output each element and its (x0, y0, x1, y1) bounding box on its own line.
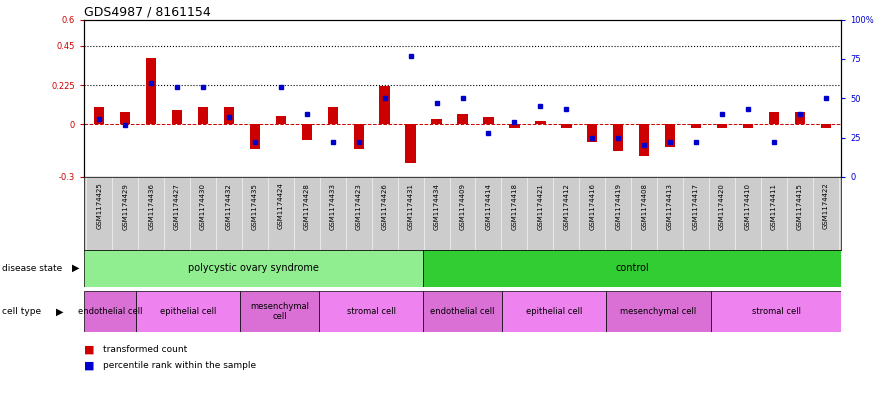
Bar (606, 291, 711, 332)
Bar (424, 250, 841, 287)
Text: GSM1174420: GSM1174420 (719, 183, 725, 230)
Text: GSM1174408: GSM1174408 (641, 183, 648, 230)
Text: GSM1174422: GSM1174422 (823, 183, 829, 230)
Text: GSM1174434: GSM1174434 (433, 183, 440, 230)
Bar (639, 125, 649, 156)
Text: cell type: cell type (2, 307, 41, 316)
Bar (769, 112, 779, 125)
Text: GSM1174421: GSM1174421 (537, 183, 544, 230)
Text: control: control (616, 263, 649, 273)
Text: stromal cell: stromal cell (751, 307, 801, 316)
Bar (457, 114, 468, 125)
Bar (328, 107, 338, 125)
Text: GSM1174428: GSM1174428 (304, 183, 310, 230)
Text: GSM1174427: GSM1174427 (174, 183, 180, 230)
Bar (84, 250, 424, 287)
Text: disease state: disease state (2, 264, 62, 273)
Bar (561, 125, 572, 128)
Text: GSM1174414: GSM1174414 (485, 183, 492, 230)
Text: GSM1174433: GSM1174433 (329, 183, 336, 230)
Bar (241, 291, 319, 332)
Bar (380, 86, 390, 125)
Text: ■: ■ (84, 360, 94, 371)
Bar (501, 291, 606, 332)
Text: GSM1174419: GSM1174419 (615, 183, 621, 230)
Bar (276, 116, 286, 125)
Text: endothelial cell: endothelial cell (78, 307, 142, 316)
Bar (665, 125, 676, 147)
Bar (820, 125, 831, 128)
Text: stromal cell: stromal cell (346, 307, 396, 316)
Bar (535, 121, 545, 125)
Bar (94, 107, 105, 125)
Text: GSM1174411: GSM1174411 (771, 183, 777, 230)
Text: GSM1174425: GSM1174425 (96, 183, 102, 230)
Text: GDS4987 / 8161154: GDS4987 / 8161154 (84, 6, 211, 18)
Bar (717, 125, 727, 128)
Bar (587, 125, 597, 142)
Bar (795, 112, 805, 125)
Bar (484, 118, 493, 125)
Text: ▶: ▶ (56, 307, 63, 316)
Text: GSM1174436: GSM1174436 (148, 183, 154, 230)
Text: GSM1174424: GSM1174424 (278, 183, 284, 230)
Bar (136, 291, 241, 332)
Text: GSM1174429: GSM1174429 (122, 183, 129, 230)
Bar (146, 58, 156, 125)
Bar (509, 125, 520, 128)
Text: GSM1174418: GSM1174418 (511, 183, 517, 230)
Bar (198, 107, 208, 125)
Text: ■: ■ (84, 345, 94, 355)
Bar (301, 125, 312, 140)
Bar (353, 125, 364, 149)
Text: GSM1174432: GSM1174432 (226, 183, 232, 230)
Text: GSM1174431: GSM1174431 (408, 183, 414, 230)
Bar (172, 110, 182, 125)
Bar (84, 291, 136, 332)
Text: GSM1174423: GSM1174423 (356, 183, 362, 230)
Text: GSM1174409: GSM1174409 (460, 183, 465, 230)
Text: endothelial cell: endothelial cell (430, 307, 495, 316)
Text: GSM1174426: GSM1174426 (381, 183, 388, 230)
Bar (319, 291, 424, 332)
Text: GSM1174415: GSM1174415 (796, 183, 803, 230)
Text: GSM1174413: GSM1174413 (667, 183, 673, 230)
Text: transformed count: transformed count (103, 345, 188, 354)
Text: mesenchymal cell: mesenchymal cell (620, 307, 697, 316)
Text: GSM1174430: GSM1174430 (200, 183, 206, 230)
Bar (613, 125, 624, 151)
Text: percentile rank within the sample: percentile rank within the sample (103, 361, 256, 370)
Text: GSM1174435: GSM1174435 (252, 183, 258, 230)
Text: GSM1174417: GSM1174417 (693, 183, 699, 230)
Bar (120, 112, 130, 125)
Bar (224, 107, 234, 125)
Text: polycystic ovary syndrome: polycystic ovary syndrome (188, 263, 319, 273)
Text: mesenchymal
cell: mesenchymal cell (250, 302, 309, 321)
Bar (405, 125, 416, 163)
Text: GSM1174410: GSM1174410 (745, 183, 751, 230)
Text: epithelial cell: epithelial cell (526, 307, 582, 316)
Bar (424, 291, 501, 332)
Bar (711, 291, 841, 332)
Text: GSM1174412: GSM1174412 (563, 183, 569, 230)
Bar (432, 119, 441, 125)
Text: ▶: ▶ (72, 263, 80, 273)
Text: epithelial cell: epithelial cell (160, 307, 217, 316)
Bar (691, 125, 701, 128)
Bar (743, 125, 753, 128)
Bar (249, 125, 260, 149)
Text: GSM1174416: GSM1174416 (589, 183, 596, 230)
